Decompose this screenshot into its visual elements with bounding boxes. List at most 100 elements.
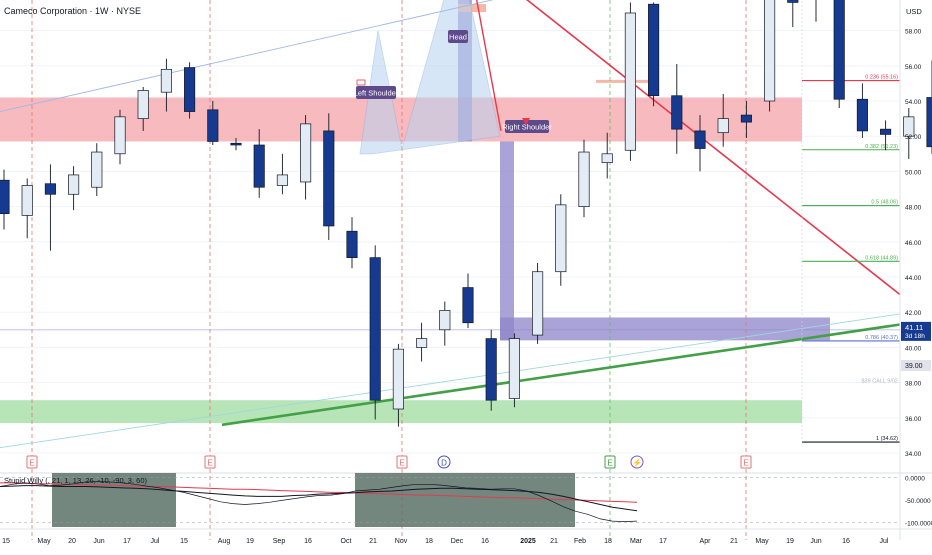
candle-body	[277, 175, 287, 186]
time-tick: 19	[246, 538, 254, 545]
event-marker-label: E	[29, 459, 34, 468]
time-tick: Jun	[810, 538, 821, 545]
candle-body	[834, 0, 844, 99]
price-tick: 52.00	[905, 134, 922, 141]
candle-body	[463, 288, 473, 323]
price-tick: 42.00	[905, 310, 922, 317]
candle-body	[927, 97, 932, 146]
time-tick: 16	[481, 538, 489, 545]
fib-level-label: 0.382 (51.23)	[865, 144, 898, 150]
price-tick: 48.00	[905, 205, 922, 212]
candle-body	[138, 90, 148, 118]
right-shoulder-label: Right Shoulder	[502, 123, 552, 132]
time-tick: 17	[123, 538, 131, 545]
time-tick: 19	[786, 538, 794, 545]
time-tick: May	[37, 538, 51, 545]
price-tick: 56.00	[905, 64, 922, 71]
candle-body	[254, 145, 264, 187]
option-label: $39 CALL 9/02	[862, 379, 899, 385]
currency-label: USD	[906, 7, 922, 16]
price-zones	[0, 0, 830, 423]
time-tick: Jun	[93, 538, 104, 545]
price-tick: 44.00	[905, 275, 922, 282]
time-tick: May	[755, 538, 769, 545]
head-label: Head	[449, 33, 467, 42]
candle-body	[324, 131, 334, 226]
candle-body	[300, 124, 310, 182]
fib-level-label: 1 (34.62)	[876, 436, 898, 442]
time-tick: 15	[2, 538, 10, 545]
price-tick: 40.00	[905, 345, 922, 352]
candle-body	[718, 119, 728, 133]
indicator-title: Stupid Willy (, 21, 1, 13, 26, -10, -90,…	[4, 476, 147, 485]
event-marker-label: E	[207, 459, 212, 468]
candle-body	[92, 152, 102, 187]
countdown-label: 3d 18h	[905, 333, 925, 340]
candle-body	[602, 154, 612, 163]
candle-body	[672, 96, 682, 129]
time-tick: Dec	[451, 538, 464, 545]
indicator-pane: Stupid Willy (, 21, 1, 13, 26, -10, -90,…	[0, 473, 932, 528]
time-tick: 2025	[520, 538, 536, 545]
fibonacci-retracement: 0 (61.50)0.236 (55.16)0.382 (51.23)0.5 (…	[802, 0, 900, 442]
time-tick: Nov	[395, 538, 408, 545]
time-tick: 16	[842, 538, 850, 545]
small-marker	[596, 80, 651, 83]
candle-body	[208, 110, 218, 142]
candle-body	[68, 175, 78, 194]
candle-body	[115, 117, 125, 154]
fib-level-label: 0.5 (48.06)	[871, 200, 898, 206]
event-marker-label: E	[607, 459, 612, 468]
price-tick: 58.00	[905, 29, 922, 36]
candle-body	[788, 0, 798, 2]
candle-body	[509, 339, 519, 399]
candle-body	[0, 180, 9, 213]
price-tick: 46.00	[905, 240, 922, 247]
candle-body	[880, 129, 890, 134]
candle-body	[741, 115, 751, 122]
candle-body	[648, 4, 658, 96]
time-tick: 18	[604, 538, 612, 545]
pattern-shape	[360, 0, 500, 154]
price-axis[interactable]: USD64.0062.0060.0058.0056.0054.0052.0050…	[900, 0, 931, 540]
candle-body	[231, 143, 241, 145]
event-marker-label: ⚡	[632, 458, 642, 468]
time-tick: Mar	[630, 538, 643, 545]
event-marker-label: D	[441, 459, 447, 468]
indicator-tick: 0.0000	[905, 476, 925, 483]
price-tick: 36.00	[905, 416, 922, 423]
candle-body	[625, 13, 635, 150]
candle-body	[579, 152, 589, 207]
candle-body	[857, 99, 867, 131]
time-tick: 21	[550, 538, 558, 545]
price-tick: 34.00	[905, 451, 922, 458]
event-marker-label: E	[399, 459, 404, 468]
time-tick: 18	[425, 538, 433, 545]
time-tick: Aug	[218, 538, 231, 545]
event-marker-label: E	[743, 459, 748, 468]
current-price-label: 41.11	[905, 323, 923, 332]
head-and-shoulders-pattern	[360, 0, 500, 154]
candle-body	[347, 231, 357, 257]
price-tick: 54.00	[905, 99, 922, 106]
candle-body	[22, 185, 32, 215]
time-tick: 21	[730, 538, 738, 545]
candle-body	[393, 349, 403, 409]
time-tick: 15	[180, 538, 188, 545]
candle-body	[695, 131, 705, 149]
fib-level-label: 0.618 (44.89)	[865, 255, 898, 261]
event-markers[interactable]: E E E D E ⚡ E	[27, 456, 751, 468]
measured-move-target-zone	[500, 317, 830, 340]
candle-body	[184, 68, 194, 112]
price-tick: 38.00	[905, 381, 922, 388]
candle-body	[161, 69, 171, 92]
time-tick: 20	[68, 538, 76, 545]
candle-body	[416, 339, 426, 348]
candle-body	[764, 0, 774, 101]
left-shoulder-label: Left Shoulder	[354, 89, 399, 98]
time-tick: Sep	[273, 538, 286, 545]
lower-channel-line	[0, 314, 900, 448]
